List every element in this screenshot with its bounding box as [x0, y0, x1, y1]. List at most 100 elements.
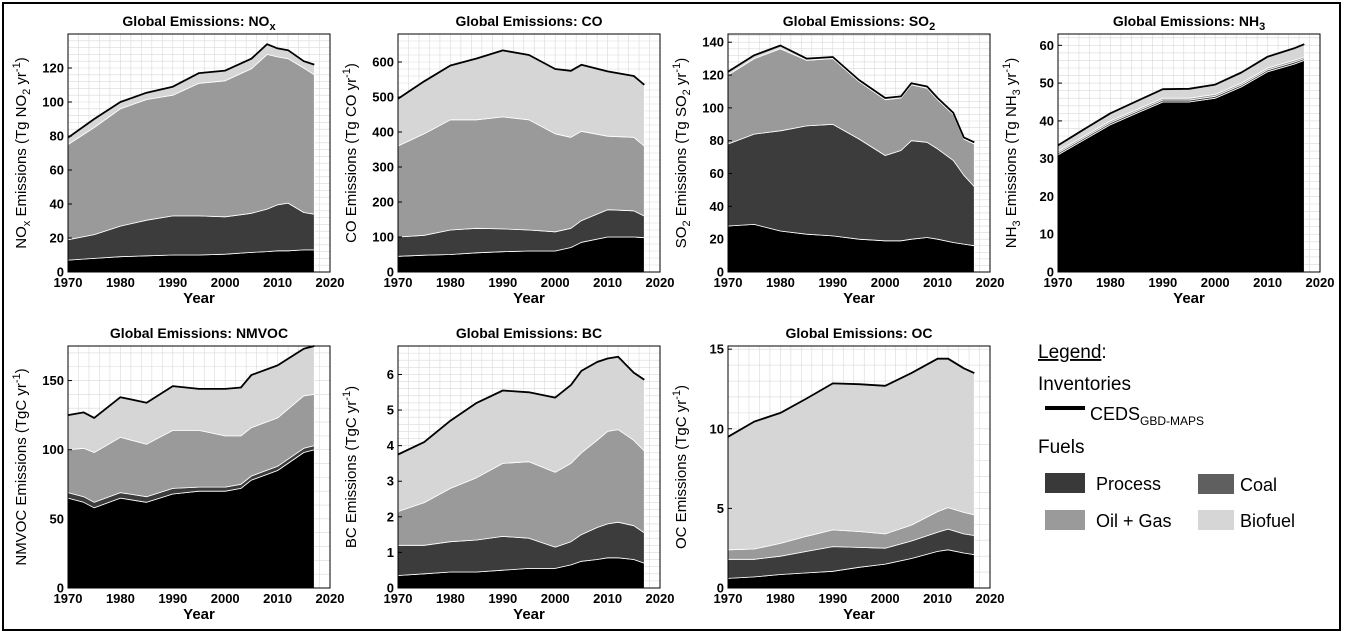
- x-tick-label: 2020: [646, 591, 675, 606]
- panel-4: 1970 1980 1990 2000 2010 2020 Year 0 10 20 30 40 50 6…: [1001, 13, 1334, 307]
- y-tick-label: 100: [42, 442, 64, 457]
- panel-1: 1970 1980 1990 2000 2010 2020 Year 0 20 40 60 80 100…: [11, 13, 344, 307]
- y-tick-label: 150: [42, 373, 64, 388]
- chart-title: Global Emissions: NOx: [122, 13, 276, 33]
- y-tick-label: 0: [57, 265, 64, 280]
- y-axis-title: CO Emissions (Tg CO yr-1): [341, 63, 360, 243]
- x-tick-label: 1970: [384, 275, 413, 290]
- x-tick-label: 2010: [263, 275, 292, 290]
- x-tick-label: 2020: [976, 591, 1005, 606]
- y-axis-title-part: OC Emissions (TgC yr: [673, 400, 690, 549]
- y-axis-title-part: NO: [13, 226, 30, 249]
- y-tick-label: 0: [1047, 265, 1054, 280]
- y-axis-title-part: yr: [1003, 73, 1020, 90]
- chart-title-main: Global Emissions: BC: [456, 325, 602, 341]
- chart-title-subscript: 3: [1259, 21, 1265, 33]
- y-axis-title: NMVOC Emissions (TgC yr-1): [11, 368, 30, 565]
- axes-box: [1057, 33, 1321, 273]
- total-line: [67, 43, 315, 139]
- chart-title-main: Global Emissions: NO: [122, 13, 269, 29]
- y-tick-label: 0: [387, 581, 394, 596]
- y-axis-title-part: NH: [1003, 227, 1020, 249]
- x-axis-title: Year: [183, 606, 215, 623]
- axes-box: [397, 345, 661, 589]
- x-tick-label: 1990: [158, 275, 187, 290]
- chart-title-main: Global Emissions: NMVOC: [110, 325, 288, 341]
- y-axis-title-part: 3: [1011, 89, 1023, 95]
- x-tick-label: 2000: [211, 591, 240, 606]
- y-tick-label: 0: [57, 581, 64, 596]
- y-tick-label: 80: [710, 133, 724, 148]
- x-tick-label: 1970: [54, 275, 83, 290]
- x-tick-label: 1990: [818, 275, 847, 290]
- y-axis: 0 50 100 150 NMVOC Emissions (TgC yr-1): [11, 368, 72, 596]
- y-axis-title-part: BC Emissions (TgC yr: [343, 401, 360, 549]
- y-axis-title: SO2 Emissions (Tg SO2 yr-1): [671, 58, 693, 248]
- total-line: [1057, 43, 1305, 147]
- x-tick-label: 1990: [158, 591, 187, 606]
- panel-3: 1970 1980 1990 2000 2010 2020 Year 0 20 40 60 80 100…: [671, 13, 1004, 307]
- x-tick-label: 1970: [714, 275, 743, 290]
- x-axis-title: Year: [843, 606, 875, 623]
- x-axis-title: Year: [513, 290, 545, 307]
- y-axis-title-part: ): [343, 63, 360, 68]
- chart-title-subscript: x: [269, 21, 276, 33]
- chart-title-subscript: 2: [929, 21, 935, 33]
- panel-7: 1970 1980 1990 2000 2010 2020 Year 0 5 10 15 OC Emi…: [671, 325, 1004, 623]
- x-tick-label: 2020: [316, 275, 345, 290]
- x-tick-label: 1970: [54, 591, 83, 606]
- x-axis: 1970 1980 1990 2000 2010 2020 Year: [1044, 268, 1334, 307]
- y-axis-title: NH3 Emissions (Tg NH3 yr-1): [1001, 58, 1023, 248]
- y-axis-title-part: 2: [681, 89, 693, 95]
- chart-title-main: Global Emissions: SO: [783, 13, 929, 29]
- x-tick-label: 1980: [766, 591, 795, 606]
- x-tick-label: 2000: [1201, 275, 1230, 290]
- x-tick-label: 1970: [384, 591, 413, 606]
- x-tick-label: 1970: [1044, 275, 1073, 290]
- y-tick-label: 500: [372, 90, 394, 105]
- x-tick-label: 2000: [871, 275, 900, 290]
- y-axis-title-part: -1: [11, 373, 23, 383]
- y-tick-label: 120: [42, 61, 64, 76]
- y-axis-title-part: x: [21, 220, 33, 226]
- y-axis-title-part: -1: [341, 391, 353, 401]
- axes-box: [397, 33, 661, 273]
- total-line: [67, 345, 315, 419]
- y-axis: 0 5 10 15 OC Emissions (TgC yr-1): [671, 342, 732, 596]
- x-axis: 1970 1980 1990 2000 2010 2020 Year: [54, 268, 345, 307]
- x-tick-label: 1990: [1148, 275, 1177, 290]
- total-line: [397, 49, 645, 100]
- y-tick-label: 50: [1040, 76, 1054, 91]
- x-axis: 1970 1980 1990 2000 2010 2020 Year: [714, 584, 1005, 623]
- stacked-areas: [397, 50, 645, 273]
- stacked-areas: [1057, 43, 1305, 273]
- y-tick-label: 0: [387, 265, 394, 280]
- y-tick-label: 6: [387, 367, 394, 382]
- axes-box: [727, 345, 991, 589]
- y-axis-title-part: 2: [21, 89, 33, 95]
- x-axis: 1970 1980 1990 2000 2010 2020 Year: [384, 584, 675, 623]
- total-line: [727, 44, 975, 144]
- y-axis-title: OC Emissions (TgC yr-1): [671, 385, 690, 549]
- y-axis-title-part: -1: [341, 68, 353, 78]
- x-tick-label: 2010: [1253, 275, 1282, 290]
- chart-title: Global Emissions: OC: [785, 325, 932, 341]
- x-axis: 1970 1980 1990 2000 2010 2020 Year: [54, 584, 344, 623]
- chart-title: Global Emissions: SO2: [783, 13, 935, 33]
- y-tick-label: 10: [1040, 227, 1054, 242]
- y-tick-label: 40: [50, 197, 64, 212]
- x-tick-label: 1990: [488, 275, 517, 290]
- y-tick-label: 30: [1040, 151, 1054, 166]
- stacked-areas: [67, 43, 315, 273]
- y-axis-title-part: yr: [13, 72, 30, 89]
- x-tick-label: 2010: [923, 591, 952, 606]
- y-axis-title-part: Emissions (Tg NH: [1003, 95, 1020, 220]
- y-axis: 0 20 40 60 80 100 120 140 SO2 Emissions (Tg SO2 …: [671, 35, 732, 280]
- x-tick-label: 2010: [923, 275, 952, 290]
- x-tick-label: 2010: [263, 591, 292, 606]
- y-tick-label: 600: [372, 55, 394, 70]
- chart-title: Global Emissions: NH3: [1113, 13, 1265, 33]
- y-axis-title: BC Emissions (TgC yr-1): [341, 386, 360, 548]
- y-axis-title-part: ): [13, 368, 30, 373]
- panel-5: 1970 1980 1990 2000 2010 2020 Year 0 50 100 150 NMV…: [11, 325, 344, 623]
